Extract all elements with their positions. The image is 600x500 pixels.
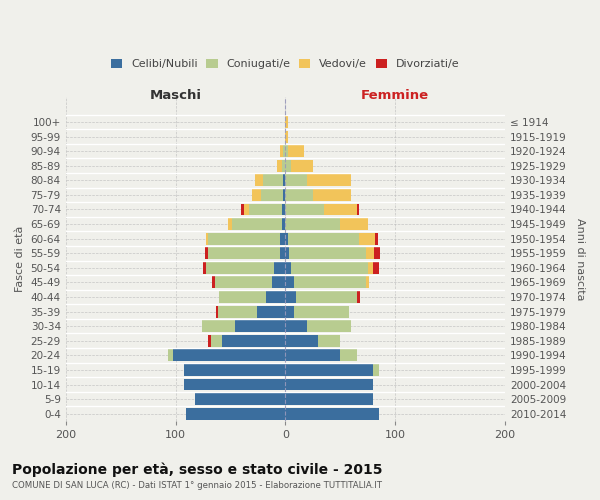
Text: Popolazione per età, sesso e stato civile - 2015: Popolazione per età, sesso e stato civil…	[12, 462, 383, 477]
Bar	[373, 262, 379, 274]
Bar	[218, 306, 257, 318]
Bar	[195, 393, 286, 405]
Y-axis label: Anni di nascita: Anni di nascita	[575, 218, 585, 300]
Text: Femmine: Femmine	[361, 90, 429, 102]
Bar	[254, 174, 263, 186]
Bar	[294, 276, 365, 288]
Bar	[307, 174, 351, 186]
Bar	[208, 232, 280, 244]
Bar	[184, 364, 286, 376]
Bar	[211, 335, 221, 346]
Bar	[283, 189, 286, 201]
Bar	[221, 335, 286, 346]
Bar	[282, 218, 286, 230]
Bar	[244, 204, 249, 216]
Bar	[205, 248, 208, 259]
Bar	[286, 204, 324, 216]
Bar	[287, 145, 304, 157]
Bar	[282, 204, 286, 216]
Bar	[241, 204, 244, 216]
Bar	[203, 262, 206, 274]
Bar	[368, 262, 373, 274]
Bar	[280, 232, 286, 244]
Bar	[286, 364, 373, 376]
Bar	[283, 174, 286, 186]
Bar	[272, 276, 286, 288]
Bar	[365, 276, 369, 288]
Bar	[202, 320, 235, 332]
Bar	[319, 335, 340, 346]
Bar	[296, 291, 357, 303]
Bar	[282, 160, 286, 172]
Bar	[286, 262, 291, 274]
Bar	[340, 350, 357, 362]
Bar	[280, 248, 286, 259]
Bar	[220, 291, 266, 303]
Bar	[212, 276, 215, 288]
Bar	[286, 306, 294, 318]
Bar	[228, 218, 232, 230]
Bar	[340, 218, 368, 230]
Bar	[294, 306, 349, 318]
Bar	[291, 160, 313, 172]
Bar	[357, 204, 359, 216]
Bar	[206, 262, 274, 274]
Bar	[286, 189, 313, 201]
Bar	[374, 248, 380, 259]
Bar	[286, 320, 307, 332]
Text: Maschi: Maschi	[149, 90, 202, 102]
Bar	[373, 364, 379, 376]
Bar	[376, 232, 377, 244]
Bar	[286, 130, 287, 142]
Bar	[249, 204, 282, 216]
Bar	[287, 232, 359, 244]
Text: COMUNE DI SAN LUCA (RC) - Dati ISTAT 1° gennaio 2015 - Elaborazione TUTTITALIA.I: COMUNE DI SAN LUCA (RC) - Dati ISTAT 1° …	[12, 481, 382, 490]
Bar	[266, 291, 286, 303]
Bar	[313, 189, 351, 201]
Bar	[286, 291, 296, 303]
Bar	[184, 378, 286, 390]
Bar	[263, 174, 283, 186]
Bar	[261, 189, 283, 201]
Bar	[286, 276, 294, 288]
Bar	[286, 350, 340, 362]
Bar	[208, 335, 211, 346]
Bar	[235, 320, 286, 332]
Bar	[253, 189, 261, 201]
Bar	[286, 378, 373, 390]
Bar	[324, 204, 357, 216]
Bar	[187, 408, 286, 420]
Bar	[286, 174, 307, 186]
Bar	[173, 350, 286, 362]
Bar	[274, 262, 286, 274]
Bar	[168, 350, 173, 362]
Bar	[286, 116, 287, 128]
Bar	[280, 145, 283, 157]
Bar	[286, 248, 289, 259]
Bar	[208, 248, 280, 259]
Bar	[286, 335, 319, 346]
Legend: Celibi/Nubili, Coniugati/e, Vedovi/e, Divorziati/e: Celibi/Nubili, Coniugati/e, Vedovi/e, Di…	[107, 54, 464, 74]
Bar	[289, 248, 365, 259]
Bar	[359, 232, 376, 244]
Bar	[286, 218, 340, 230]
Bar	[307, 320, 351, 332]
Bar	[365, 248, 374, 259]
Bar	[206, 232, 208, 244]
Y-axis label: Fasce di età: Fasce di età	[15, 226, 25, 292]
Bar	[291, 262, 368, 274]
Bar	[215, 276, 272, 288]
Bar	[286, 232, 287, 244]
Bar	[357, 291, 360, 303]
Bar	[286, 408, 379, 420]
Bar	[232, 218, 282, 230]
Bar	[283, 145, 286, 157]
Bar	[286, 160, 291, 172]
Bar	[277, 160, 282, 172]
Bar	[257, 306, 286, 318]
Bar	[286, 393, 373, 405]
Bar	[286, 145, 287, 157]
Bar	[216, 306, 218, 318]
